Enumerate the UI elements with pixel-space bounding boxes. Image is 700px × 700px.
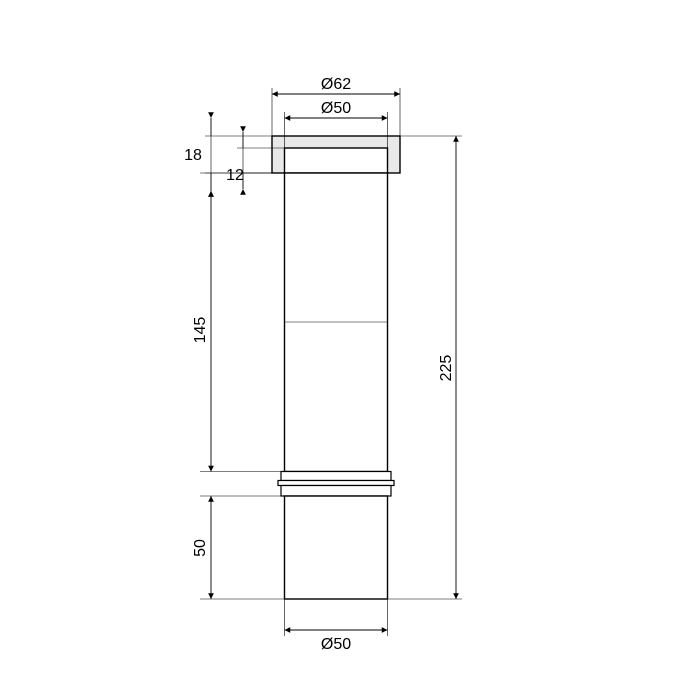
dim-d50a-label: Ø50 [321, 100, 351, 117]
part [272, 136, 400, 599]
transition-band-2 [278, 481, 394, 486]
transition-band-3 [281, 486, 391, 497]
dim-d62-label: Ø62 [321, 76, 351, 93]
dim-d50b-label: Ø50 [321, 636, 351, 653]
transition-band-1 [281, 472, 391, 481]
engineering-drawing: Ø62 Ø50 Ø50 225 18 12 [0, 0, 700, 700]
dim-50-label: 50 [192, 539, 209, 557]
dim-225-label: 225 [438, 355, 455, 382]
upper-rim [285, 148, 388, 173]
dim-145-label: 145 [192, 317, 209, 344]
lower-section [285, 496, 388, 599]
dim-18-label: 18 [184, 147, 202, 164]
dim-12-label: 12 [226, 167, 244, 184]
